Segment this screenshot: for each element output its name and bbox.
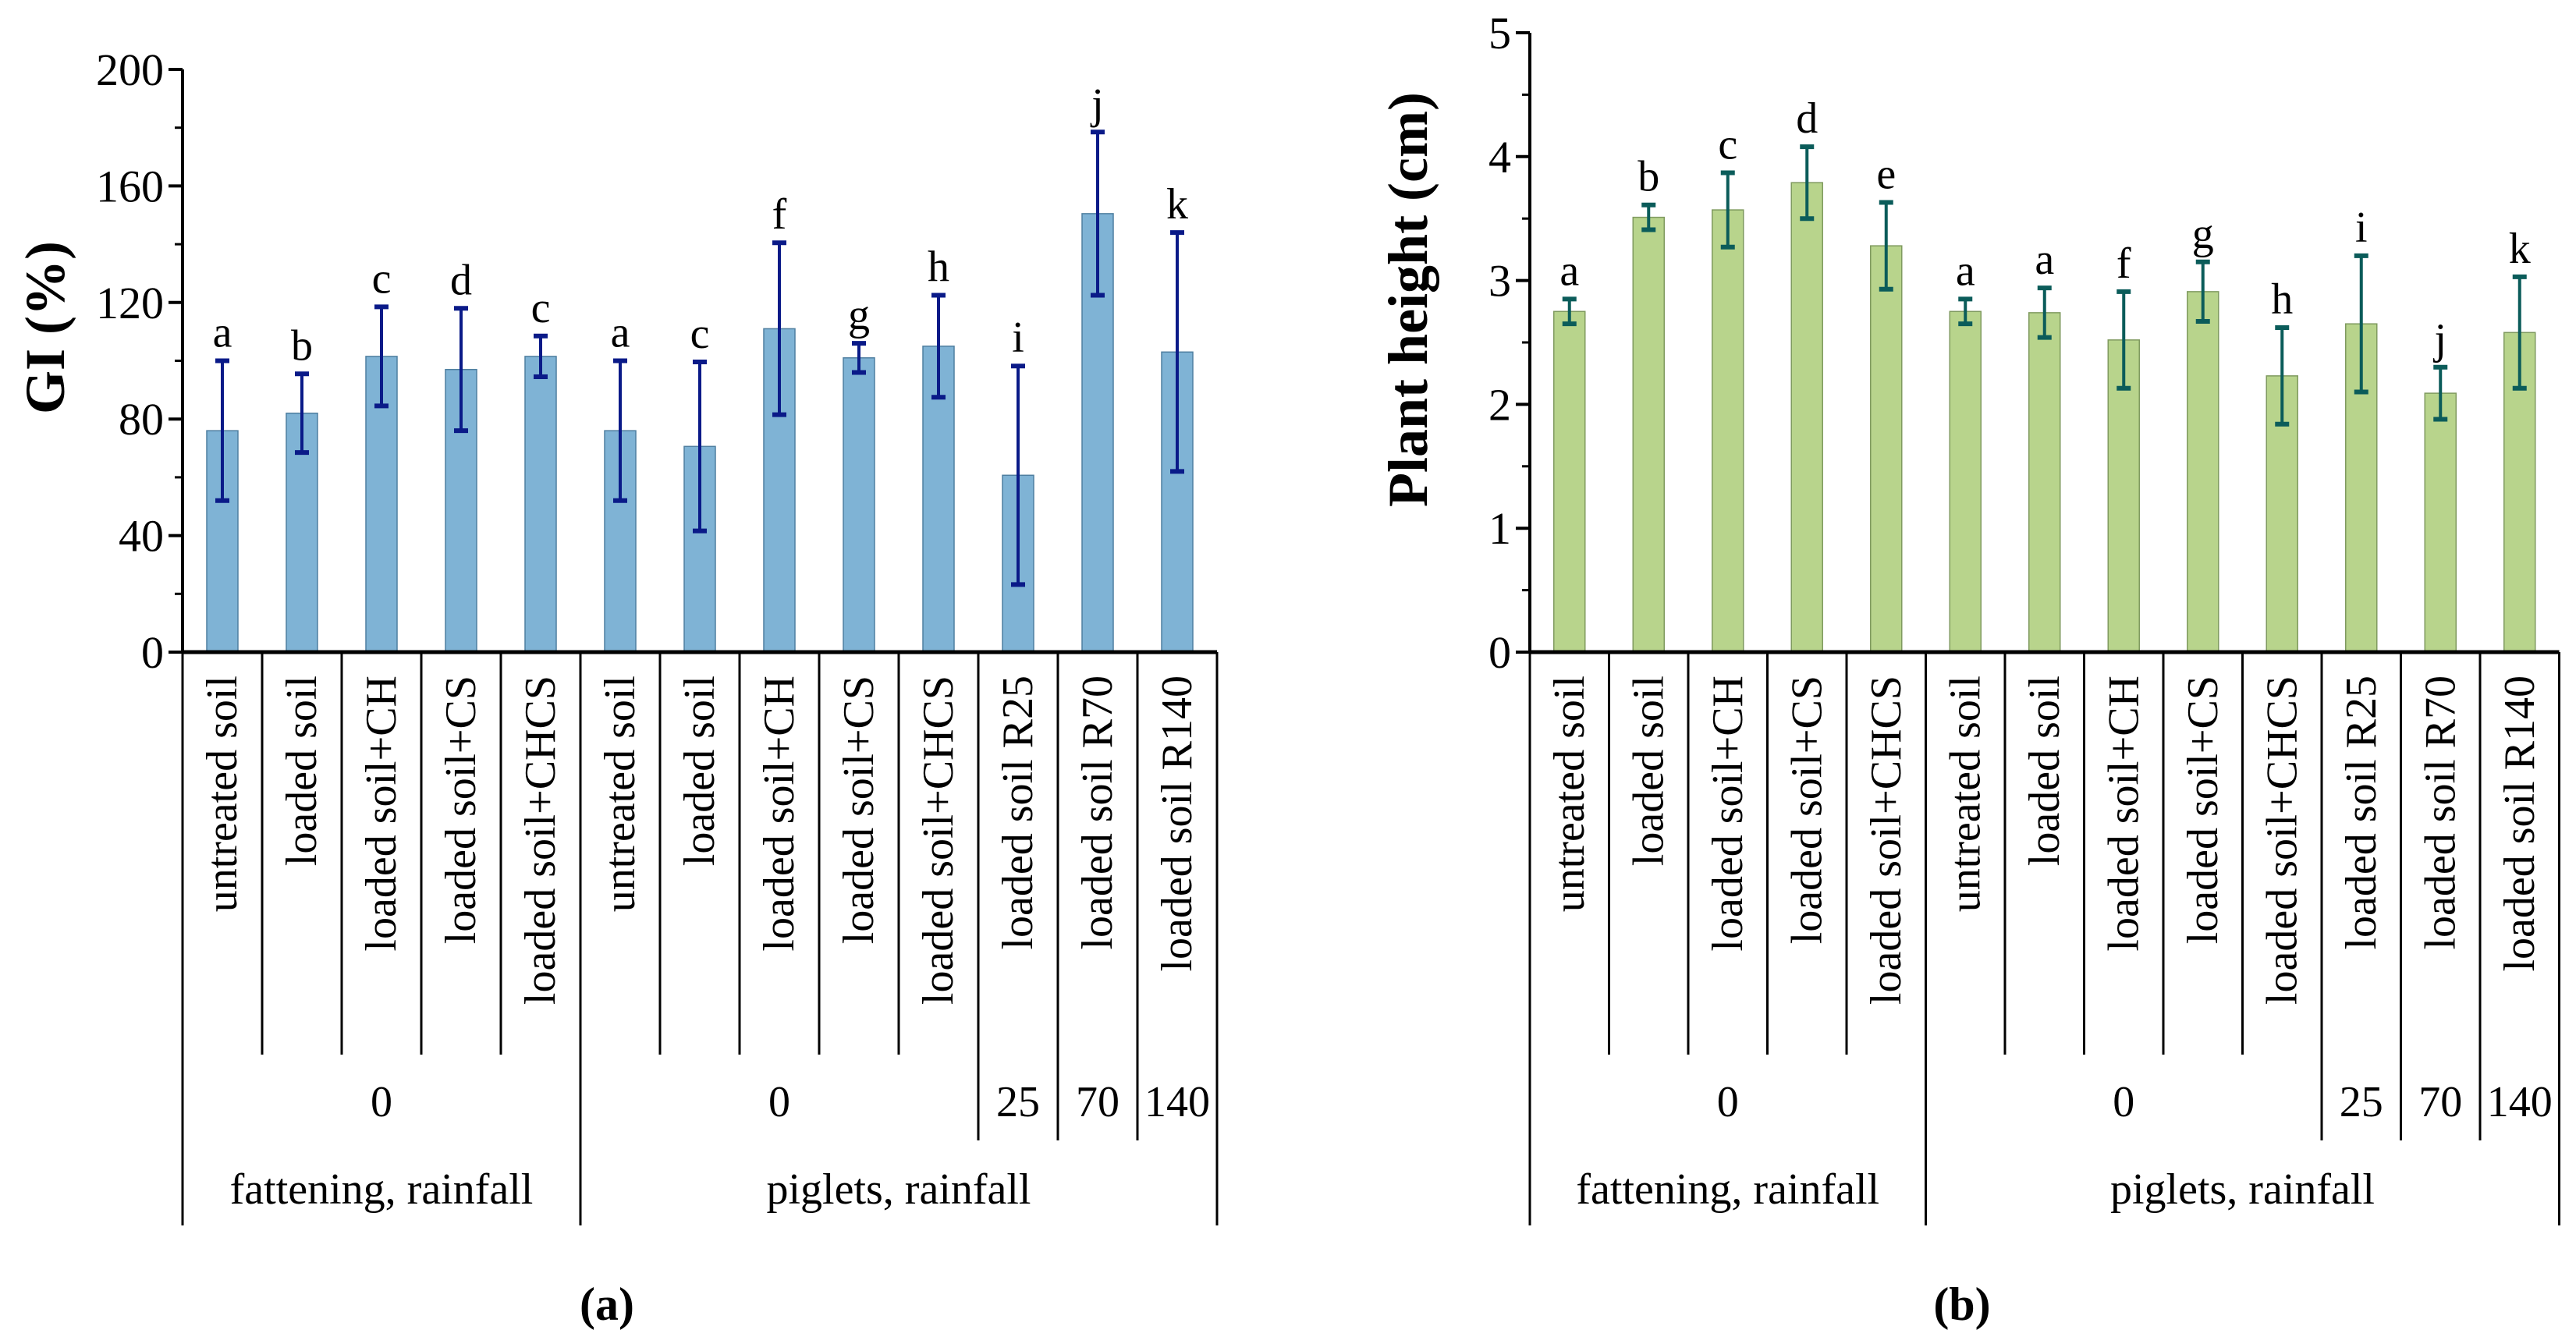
significance-letter: g — [848, 291, 870, 339]
category-label: untreated soil — [198, 676, 247, 912]
y-tick-label: 5 — [1488, 8, 1511, 59]
category-label: loaded soil — [278, 676, 326, 866]
y-tick-label: 3 — [1488, 256, 1511, 307]
significance-letter: g — [2192, 210, 2214, 258]
significance-letter: c — [372, 254, 392, 303]
category-label: loaded soil+CS — [437, 676, 485, 944]
y-tick-label: 4 — [1488, 132, 1511, 183]
y-tick-label: 0 — [141, 627, 164, 678]
category-label: loaded soil R25 — [994, 676, 1042, 950]
y-axis-title: GI (%) — [14, 241, 76, 414]
dose-group-label: 25 — [2340, 1078, 2383, 1126]
y-tick-label: 40 — [119, 511, 164, 562]
y-tick-label: 200 — [96, 44, 164, 95]
panel-a-caption: (a) — [580, 1278, 634, 1330]
bar — [1949, 310, 1982, 653]
category-label: loaded soil — [1624, 676, 1673, 866]
category-label: untreated soil — [1941, 676, 1989, 912]
y-tick-label: 120 — [96, 278, 164, 328]
bar — [2187, 291, 2219, 653]
category-label: loaded soil+CS — [1783, 676, 1831, 944]
category-label: loaded soil+CH — [1704, 676, 1752, 952]
significance-letter: d — [450, 256, 472, 304]
category-label: loaded soil R140 — [2496, 676, 2544, 972]
y-tick-label: 2 — [1488, 379, 1511, 430]
y-tick-label: 160 — [96, 161, 164, 211]
significance-letter: f — [2117, 239, 2131, 288]
bar — [1632, 216, 1665, 653]
category-label: loaded soil R140 — [1153, 676, 1201, 972]
category-label: loaded soil — [2021, 676, 2069, 866]
y-tick-label: 1 — [1488, 503, 1511, 554]
y-tick-label: 0 — [1488, 627, 1511, 678]
bar — [843, 357, 875, 653]
significance-letter: j — [2432, 315, 2446, 363]
significance-letter: a — [1559, 246, 1579, 295]
category-label: loaded soil — [676, 676, 724, 866]
bar — [1790, 182, 1823, 653]
significance-letter: b — [291, 321, 313, 370]
category-label: untreated soil — [1545, 676, 1594, 912]
bar — [1712, 209, 1744, 653]
category-label: loaded soil R25 — [2337, 676, 2386, 950]
category-label: loaded soil+CH — [755, 676, 804, 952]
significance-letter: a — [1956, 246, 1975, 295]
significance-letter: h — [928, 243, 949, 291]
category-label: loaded soil+CH — [357, 676, 406, 952]
significance-letter: j — [1090, 80, 1104, 128]
category-label: loaded soil+CHCS — [2258, 676, 2306, 1005]
significance-letter: f — [772, 190, 787, 239]
dose-group-label: 140 — [2487, 1078, 2553, 1126]
significance-letter: a — [2035, 236, 2054, 284]
y-tick-label: 80 — [119, 394, 164, 445]
significance-letter: c — [690, 310, 710, 358]
category-label: loaded soil R70 — [2416, 676, 2464, 950]
bar — [1553, 310, 1586, 653]
category-label: loaded soil+CHCS — [516, 676, 565, 1005]
bar — [2107, 339, 2140, 653]
dose-group-label: 25 — [996, 1078, 1040, 1126]
significance-letter: b — [1637, 153, 1659, 201]
significance-letter: e — [1876, 151, 1896, 199]
category-label: loaded soil+CS — [2179, 676, 2227, 944]
source-group-label: fattening, rainfall — [1576, 1165, 1879, 1214]
category-label: loaded soil+CHCS — [1862, 676, 1911, 1005]
source-group-label: piglets, rainfall — [2110, 1165, 2375, 1214]
significance-letter: a — [611, 309, 630, 357]
significance-letter: i — [1012, 314, 1024, 362]
dose-group-label: 0 — [2113, 1078, 2134, 1126]
panel-b-plant-height-chart: 0 1 2 3 4 5 Plant height (cm) a b c d e a a f g h i j k untr… — [1377, 8, 2560, 1225]
dose-group-label: 0 — [768, 1078, 790, 1126]
category-label: loaded soil R70 — [1073, 676, 1122, 950]
category-label: loaded soil+CS — [835, 676, 883, 944]
panel-a-gi-chart: 0 40 80 120 160 200 GI (%) a b c d c a c f g h i j k untreat… — [14, 44, 1219, 1225]
source-group-label: fattening, rainfall — [230, 1165, 534, 1214]
category-label: loaded soil+CHCS — [914, 676, 963, 1005]
y-axis-title: Plant height (cm) — [1377, 92, 1439, 507]
dose-group-label: 70 — [1076, 1078, 1119, 1126]
category-label: loaded soil+CH — [2099, 676, 2148, 952]
bar — [1870, 245, 1903, 653]
significance-letter: k — [1166, 180, 1188, 229]
dose-group-label: 0 — [371, 1078, 392, 1126]
significance-letter: k — [2509, 225, 2531, 273]
bar — [2028, 312, 2061, 653]
significance-letter: h — [2271, 275, 2293, 324]
significance-letter: c — [531, 284, 551, 332]
bar — [524, 356, 557, 653]
significance-letter: c — [1718, 120, 1737, 168]
category-label: untreated soil — [596, 676, 644, 912]
dose-group-label: 0 — [1717, 1078, 1739, 1126]
source-group-label: piglets, rainfall — [766, 1165, 1031, 1214]
significance-letter: i — [2355, 204, 2368, 252]
bar — [2424, 392, 2457, 653]
panel-b-caption: (b) — [1933, 1278, 1990, 1330]
significance-letter: a — [213, 309, 232, 357]
dose-group-label: 70 — [2418, 1078, 2462, 1126]
significance-letter: d — [1796, 94, 1818, 143]
dose-group-label: 140 — [1144, 1078, 1210, 1126]
